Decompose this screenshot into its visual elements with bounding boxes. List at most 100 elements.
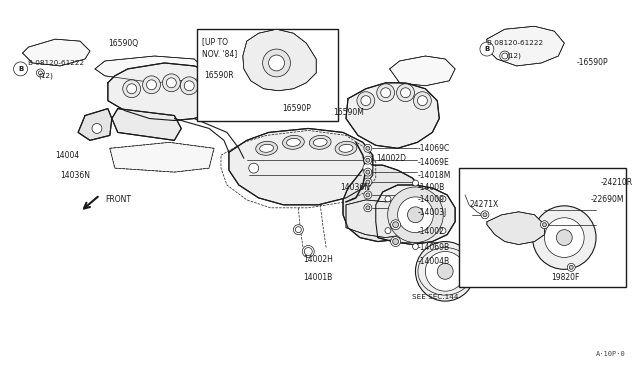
Circle shape xyxy=(545,218,584,257)
Circle shape xyxy=(269,55,284,71)
Ellipse shape xyxy=(256,141,278,155)
Circle shape xyxy=(166,78,177,88)
Circle shape xyxy=(180,77,198,95)
Text: -14018M: -14018M xyxy=(417,171,451,180)
Polygon shape xyxy=(243,29,316,91)
Circle shape xyxy=(401,88,410,98)
Circle shape xyxy=(397,197,433,232)
Text: -14009: -14009 xyxy=(417,195,444,204)
Polygon shape xyxy=(112,109,181,140)
Circle shape xyxy=(296,227,301,232)
Text: -14003J: -14003J xyxy=(417,208,447,217)
Circle shape xyxy=(392,222,399,228)
Text: 14002D: 14002D xyxy=(376,154,406,163)
Text: -14069E: -14069E xyxy=(417,158,449,167)
Circle shape xyxy=(481,211,489,219)
Text: -1400B: -1400B xyxy=(417,183,445,192)
Circle shape xyxy=(127,84,136,94)
Circle shape xyxy=(364,168,372,176)
Circle shape xyxy=(392,238,399,244)
Text: B: B xyxy=(18,66,23,72)
Bar xyxy=(197,29,338,121)
Ellipse shape xyxy=(260,144,273,152)
Circle shape xyxy=(543,223,547,227)
Circle shape xyxy=(357,92,375,110)
Circle shape xyxy=(440,228,446,234)
Circle shape xyxy=(408,207,424,223)
Circle shape xyxy=(364,144,372,152)
Circle shape xyxy=(377,84,395,102)
Circle shape xyxy=(385,228,391,234)
Polygon shape xyxy=(487,26,564,66)
Text: A·10P·0: A·10P·0 xyxy=(596,351,626,357)
Ellipse shape xyxy=(339,144,353,152)
Polygon shape xyxy=(346,83,439,148)
Circle shape xyxy=(412,180,419,186)
Text: (12): (12) xyxy=(507,53,522,59)
Circle shape xyxy=(569,265,573,269)
Circle shape xyxy=(366,206,370,210)
Text: -16590P: -16590P xyxy=(576,58,608,67)
Text: 14036N: 14036N xyxy=(340,183,370,192)
Text: 16590M: 16590M xyxy=(333,108,364,117)
Circle shape xyxy=(366,180,370,184)
Ellipse shape xyxy=(309,135,331,149)
Circle shape xyxy=(397,84,415,102)
Circle shape xyxy=(92,124,102,134)
Polygon shape xyxy=(376,185,455,244)
Circle shape xyxy=(364,178,372,186)
Ellipse shape xyxy=(335,141,357,155)
Text: FRONT: FRONT xyxy=(105,195,131,204)
Circle shape xyxy=(366,170,370,174)
Circle shape xyxy=(361,96,371,106)
Circle shape xyxy=(163,74,180,92)
Text: B 08120-61222: B 08120-61222 xyxy=(28,60,84,66)
Circle shape xyxy=(440,196,446,202)
Polygon shape xyxy=(108,63,224,121)
Text: SEE SEC.144: SEE SEC.144 xyxy=(412,294,459,300)
Circle shape xyxy=(556,230,572,246)
Text: 16590R: 16590R xyxy=(204,71,234,80)
Text: -14069B: -14069B xyxy=(417,243,449,252)
Circle shape xyxy=(147,80,156,90)
Circle shape xyxy=(381,88,390,98)
Circle shape xyxy=(366,146,370,150)
Polygon shape xyxy=(390,56,455,86)
Circle shape xyxy=(364,156,372,164)
Text: -22690M: -22690M xyxy=(591,195,625,204)
Circle shape xyxy=(366,193,370,197)
Polygon shape xyxy=(487,212,545,244)
Text: [UP TO
NOV. '84]: [UP TO NOV. '84] xyxy=(202,37,237,58)
Text: 14002H: 14002H xyxy=(303,255,333,264)
Ellipse shape xyxy=(313,138,327,146)
Polygon shape xyxy=(78,109,112,140)
Text: 14001B: 14001B xyxy=(303,273,333,282)
Circle shape xyxy=(364,204,372,212)
Circle shape xyxy=(249,163,259,173)
Circle shape xyxy=(502,53,508,59)
Text: 16590Q: 16590Q xyxy=(108,39,138,48)
Text: -24210R: -24210R xyxy=(601,177,633,186)
Polygon shape xyxy=(95,56,204,83)
Circle shape xyxy=(567,263,575,271)
Circle shape xyxy=(363,163,372,173)
Text: 14036N: 14036N xyxy=(60,171,90,180)
Circle shape xyxy=(366,158,370,162)
Circle shape xyxy=(500,51,509,61)
Text: -14069C: -14069C xyxy=(417,144,450,153)
Text: 16590P: 16590P xyxy=(282,103,311,113)
Text: B: B xyxy=(484,46,490,52)
Polygon shape xyxy=(343,165,426,241)
Circle shape xyxy=(390,220,401,230)
Circle shape xyxy=(415,241,475,301)
Circle shape xyxy=(412,244,419,250)
Text: (12): (12) xyxy=(38,73,53,79)
Circle shape xyxy=(123,80,141,98)
Circle shape xyxy=(417,96,428,106)
Circle shape xyxy=(483,213,487,217)
Circle shape xyxy=(293,225,303,235)
Circle shape xyxy=(184,81,194,91)
Text: 14004: 14004 xyxy=(55,151,79,160)
Circle shape xyxy=(390,237,401,247)
Text: B 08120-61222: B 08120-61222 xyxy=(487,40,543,46)
